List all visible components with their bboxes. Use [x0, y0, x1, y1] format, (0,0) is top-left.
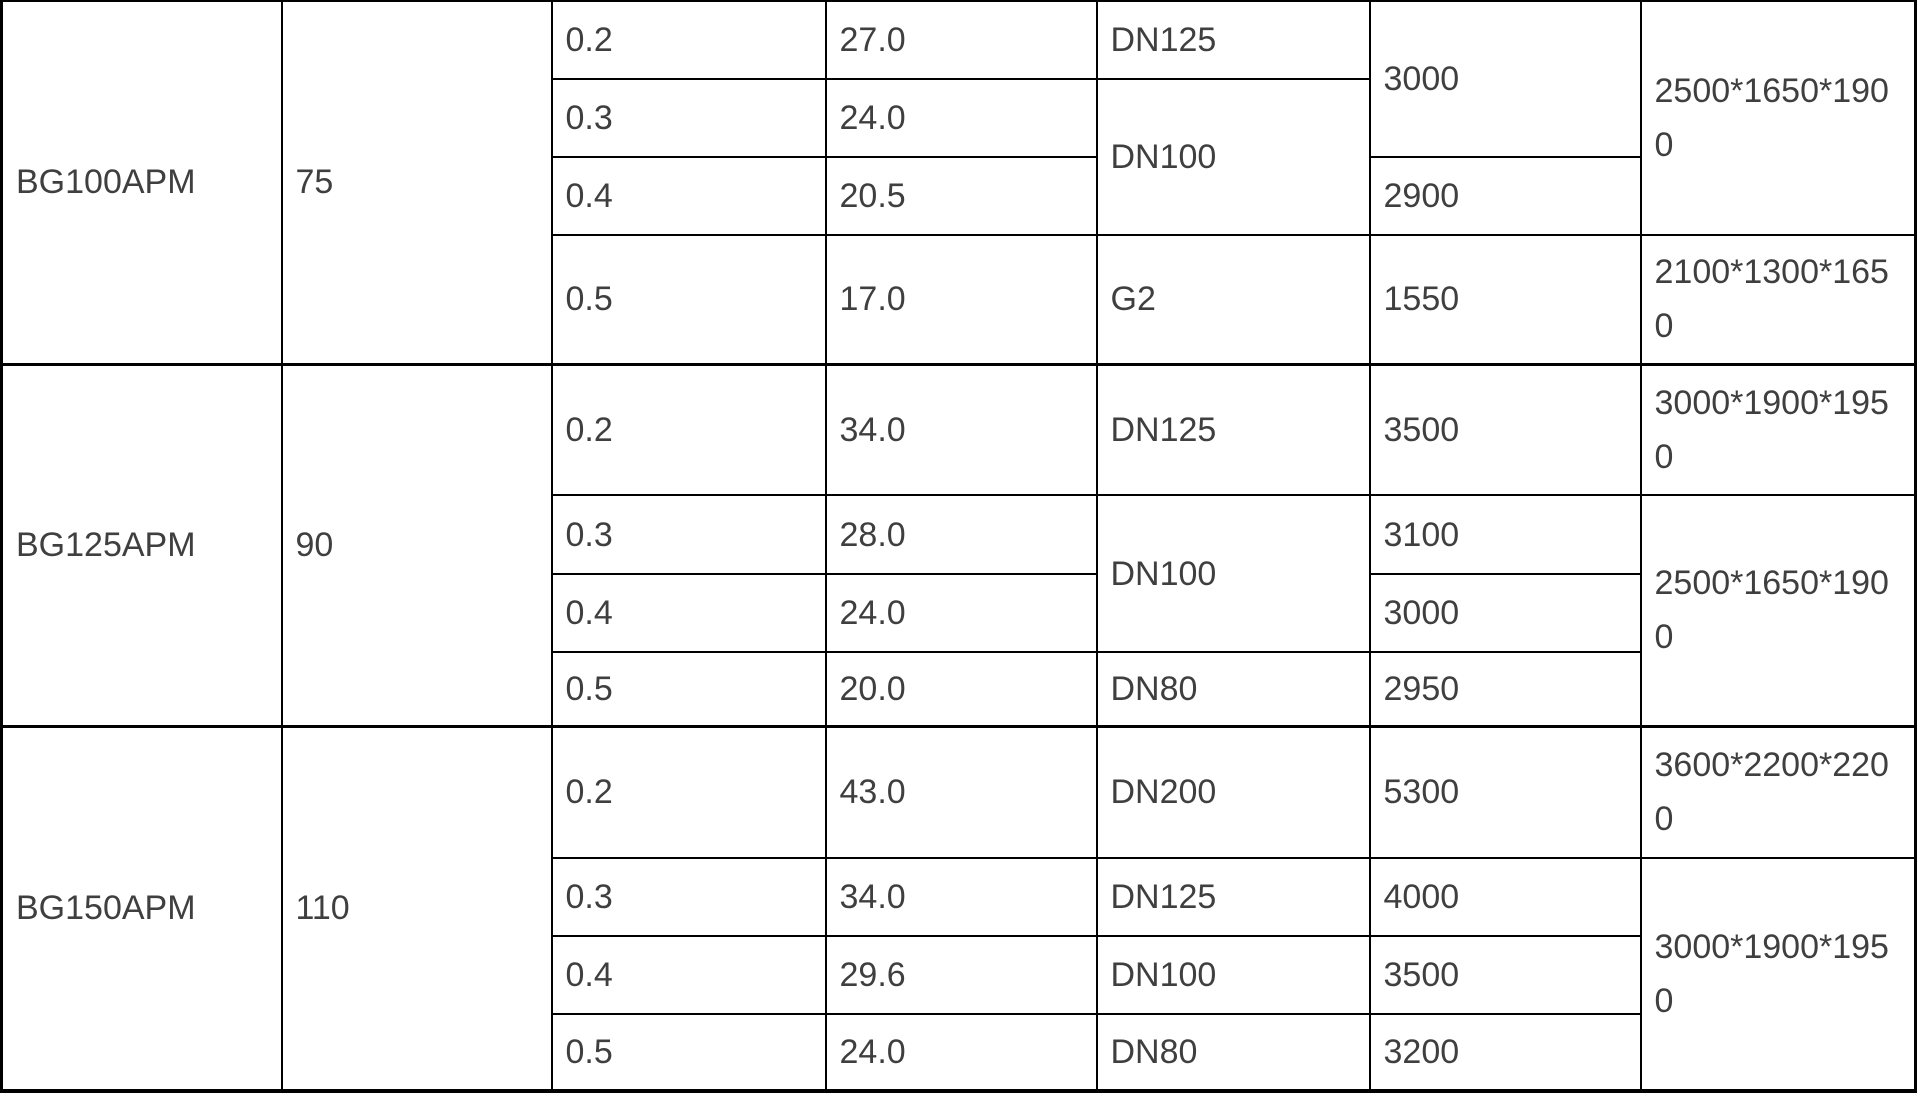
- table-row: 0.4 20.5 2900: [2, 156, 1916, 236]
- cell-dimensions: 2500*1650*1900: [1639, 494, 1917, 727]
- table-row: 0.3 28.0 DN100 3100 2500*1650*1900: [2, 494, 1917, 727]
- cell-pressure: 0.4: [550, 573, 827, 653]
- cell-pressure: 0.4: [550, 156, 827, 236]
- table-row: 0.4 24.0 3000: [2, 573, 1916, 653]
- cell-model: BG100APM: [0, 0, 283, 365]
- cell-dimensions: 3000*1900*1950: [1639, 857, 1917, 1092]
- cell-outlet: DN80: [1095, 651, 1371, 727]
- table-row: 0.3 34.0 DN125 4000 3000*1900*1950: [2, 857, 1917, 1092]
- cell-capacity: 20.0: [824, 651, 1098, 727]
- cell-capacity: 24.0: [824, 1013, 1098, 1092]
- cell-power: 110: [280, 724, 553, 1092]
- cell-outlet: DN100: [1095, 78, 1371, 236]
- table-row: BG100APM 75 0.2 27.0 DN125 3000 2500*165…: [0, 0, 1917, 365]
- table-row: 0.5 17.0 G2 1550 2100*1300*1650: [2, 234, 1917, 365]
- cell-outlet: DN100: [1095, 494, 1371, 653]
- cell-pressure: 0.3: [550, 857, 827, 937]
- cell-dimensions: 2100*1300*1650: [1639, 234, 1917, 365]
- cell-capacity: 24.0: [824, 573, 1098, 653]
- cell-outlet: DN80: [1095, 1013, 1371, 1092]
- cell-pressure: 0.4: [550, 935, 827, 1015]
- cell-capacity: 20.5: [824, 156, 1098, 236]
- cell-dimensions: 2500*1650*1900: [1639, 0, 1917, 236]
- cell-weight: 2950: [1368, 651, 1642, 727]
- cell-dimensions: 3000*1900*1950: [1639, 362, 1917, 496]
- cell-capacity: 43.0: [824, 724, 1098, 859]
- table-row: 0.5 24.0 DN80 3200: [2, 1013, 1916, 1092]
- cell-outlet: DN125: [1095, 857, 1371, 937]
- cell-weight: 3500: [1368, 362, 1642, 496]
- cell-pressure: 0.3: [550, 78, 827, 158]
- cell-pressure: 0.3: [550, 494, 827, 575]
- cell-outlet: DN125: [1095, 362, 1371, 496]
- cell-pressure: 0.5: [550, 234, 827, 365]
- table-row: 0.4 29.6 DN100 3500: [2, 935, 1916, 1015]
- cell-capacity: 34.0: [824, 857, 1098, 937]
- cell-weight: 1550: [1368, 234, 1642, 365]
- cell-capacity: 24.0: [824, 78, 1098, 158]
- cell-pressure: 0.2: [550, 362, 827, 496]
- cell-weight: 3500: [1368, 935, 1642, 1015]
- table-row: BG150APM 110 0.2 43.0 DN200 5300 3600*22…: [0, 724, 1917, 1092]
- cell-capacity: 28.0: [824, 494, 1098, 575]
- cell-outlet: DN125: [1095, 0, 1371, 80]
- cell-pressure: 0.2: [550, 724, 827, 859]
- cell-capacity: 29.6: [824, 935, 1098, 1015]
- cell-weight: 5300: [1368, 724, 1642, 859]
- cell-pressure: 0.5: [550, 1013, 827, 1092]
- cell-model: BG125APM: [0, 362, 283, 727]
- cell-outlet: G2: [1095, 234, 1371, 365]
- table-row: 0.3 24.0 DN100: [2, 78, 1916, 236]
- cell-power: 75: [280, 0, 553, 365]
- cell-outlet: DN100: [1095, 935, 1371, 1015]
- table-row: BG125APM 90 0.2 34.0 DN125 3500 3000*190…: [0, 362, 1917, 727]
- cell-weight: 3100: [1368, 494, 1642, 575]
- cell-capacity: 34.0: [824, 362, 1098, 496]
- cell-weight: 3000: [1368, 573, 1642, 653]
- cell-weight: 2900: [1368, 156, 1642, 236]
- cell-weight: 3200: [1368, 1013, 1642, 1092]
- cell-capacity: 17.0: [824, 234, 1098, 365]
- cell-pressure: 0.2: [550, 0, 827, 80]
- cell-outlet: DN200: [1095, 724, 1371, 859]
- cell-dimensions: 3600*2200*2200: [1639, 724, 1917, 859]
- cell-weight: 4000: [1368, 857, 1642, 937]
- cell-weight: 3000: [1368, 0, 1642, 158]
- cell-pressure: 0.5: [550, 651, 827, 727]
- cell-model: BG150APM: [0, 724, 283, 1092]
- cell-capacity: 27.0: [824, 0, 1098, 80]
- cell-power: 90: [280, 362, 553, 727]
- table-row: 0.5 20.0 DN80 2950: [2, 651, 1916, 727]
